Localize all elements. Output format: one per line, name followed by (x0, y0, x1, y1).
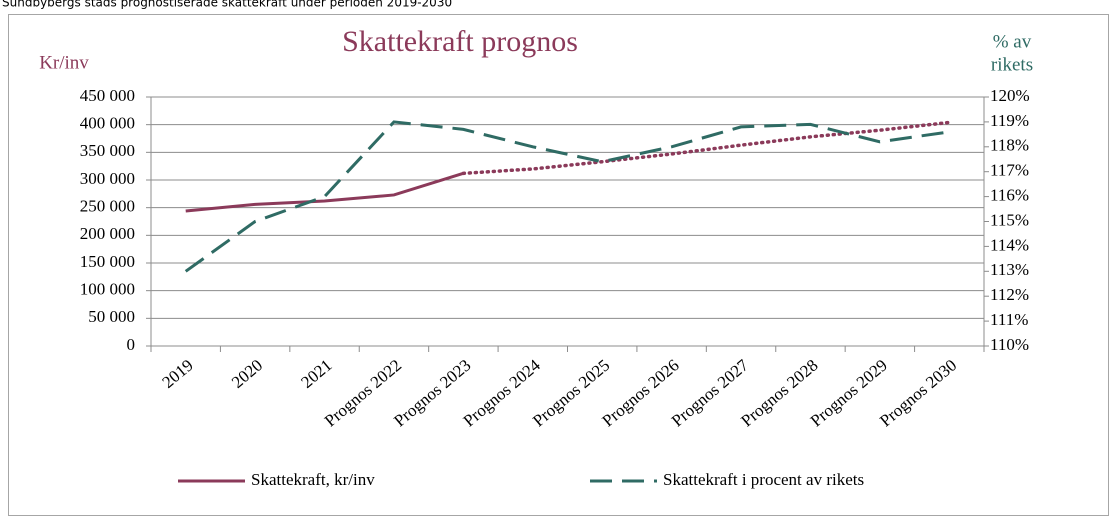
y-tick-label: 100 000 (80, 280, 135, 299)
y-tick-label: 300 000 (80, 169, 135, 188)
x-tick-label: Prognos 2030 (876, 356, 960, 431)
x-tick-label: 2020 (228, 356, 266, 392)
y-axis-label: Kr/inv (39, 52, 89, 73)
y2-axis-label: % av (993, 31, 1032, 52)
y2-tick-label: 119% (990, 111, 1029, 130)
y2-axis-label: rikets (991, 54, 1033, 75)
series-line-forecast (461, 120, 952, 176)
y-tick-label: 200 000 (80, 224, 135, 243)
chart-border (8, 14, 1109, 516)
chart-title: Skattekraft prognos (342, 25, 578, 58)
y2-tick-label: 110% (990, 335, 1029, 354)
y-tick-label: 350 000 (80, 141, 135, 160)
x-tick-label: 2021 (297, 356, 335, 392)
series-line (184, 120, 950, 273)
y2-tick-label: 115% (990, 210, 1029, 229)
y2-tick-label: 116% (990, 186, 1029, 205)
y2-tick-label: 118% (990, 136, 1029, 155)
y-tick-label: 450 000 (80, 86, 135, 105)
y2-tick-label: 113% (990, 260, 1029, 279)
y-tick-label: 50 000 (88, 307, 135, 326)
legend-label: Skattekraft i procent av rikets (663, 470, 864, 489)
series-line (185, 171, 464, 213)
y2-tick-label: 111% (990, 310, 1028, 329)
y2-tick-label: 120% (990, 86, 1030, 105)
y-tick-label: 400 000 (80, 114, 135, 133)
y2-tick-label: 114% (990, 235, 1029, 254)
y2-tick-label: 112% (990, 285, 1029, 304)
y-tick-label: 0 (127, 335, 136, 354)
legend-label: Skattekraft, kr/inv (251, 470, 375, 489)
caption: Sundbybergs stads prognostiserade skatte… (2, 0, 452, 10)
y2-tick-label: 117% (990, 161, 1029, 180)
y-tick-label: 150 000 (80, 252, 135, 271)
y-tick-label: 250 000 (80, 197, 135, 216)
x-tick-label: 2019 (159, 356, 197, 392)
